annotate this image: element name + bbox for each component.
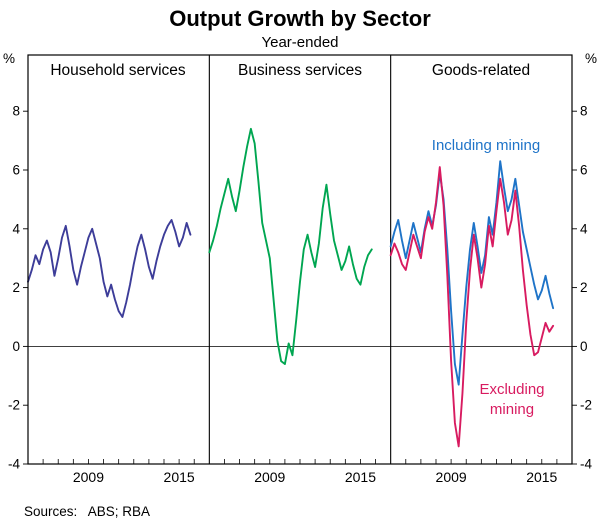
y-tick-label-right: 2: [580, 280, 588, 295]
annotation-including-mining: Including mining: [431, 137, 541, 154]
y-axis-unit-right: %: [584, 51, 597, 66]
series-line-excluding-mining: [389, 166, 555, 448]
y-tick-label-left: -4: [8, 457, 20, 472]
panel-label-business-services: Business services: [237, 62, 363, 79]
y-axis-unit-left: %: [3, 51, 16, 66]
series-line-household-services: [27, 219, 192, 318]
x-tick-label: 2015: [164, 469, 195, 485]
x-tick-label: 2015: [345, 469, 376, 485]
y-tick-label-right: -4: [580, 457, 592, 472]
y-tick-label-right: 4: [580, 221, 588, 236]
y-tick-label-right: 0: [580, 339, 588, 354]
x-tick-label: 2015: [526, 469, 557, 485]
y-tick-label-left: 2: [12, 280, 20, 295]
x-tick-label: 2009: [436, 469, 467, 485]
x-tick-label: 2009: [73, 469, 104, 485]
y-tick-label-left: 4: [12, 221, 20, 236]
y-tick-label-right: 6: [580, 163, 588, 178]
chart-title: Output Growth by Sector: [169, 6, 431, 31]
y-tick-label-left: -2: [8, 398, 20, 413]
panel-label-household-services: Household services: [50, 62, 186, 79]
x-tick-label: 2009: [254, 469, 285, 485]
y-tick-label-left: 6: [12, 163, 20, 178]
y-tick-label-right: -2: [580, 398, 592, 413]
source-note: Sources: ABS; RBA: [24, 504, 151, 519]
annotation-excluding-mining: Excluding mining: [479, 381, 545, 418]
series-line-business-services: [208, 127, 373, 365]
series-line-including-mining: [389, 160, 555, 386]
panel-label-goods-related: Goods-related: [431, 62, 531, 79]
chart-subtitle: Year-ended: [261, 34, 339, 51]
plot-frame: [27, 54, 573, 465]
y-tick-label-right: 8: [580, 104, 588, 119]
y-tick-label-left: 8: [12, 104, 20, 119]
y-tick-label-left: 0: [12, 339, 20, 354]
